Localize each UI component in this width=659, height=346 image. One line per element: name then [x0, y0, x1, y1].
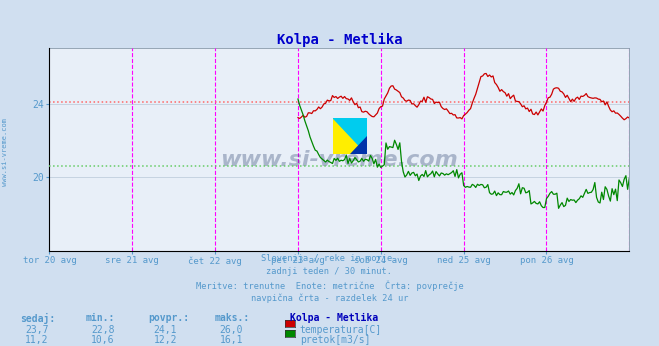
Text: pretok[m3/s]: pretok[m3/s] [300, 335, 370, 345]
Text: zadnji teden / 30 minut.: zadnji teden / 30 minut. [266, 267, 393, 276]
Text: Meritve: trenutne  Enote: metrične  Črta: povprečje: Meritve: trenutne Enote: metrične Črta: … [196, 281, 463, 291]
Polygon shape [350, 136, 367, 154]
Polygon shape [333, 118, 367, 154]
Text: 24,1: 24,1 [154, 325, 177, 335]
Text: 12,2: 12,2 [154, 335, 177, 345]
Text: min.:: min.: [86, 313, 115, 323]
Text: 23,7: 23,7 [25, 325, 49, 335]
Text: www.si-vreme.com: www.si-vreme.com [2, 118, 9, 186]
Text: Slovenija / reke in morje.: Slovenija / reke in morje. [261, 254, 398, 263]
Text: maks.:: maks.: [214, 313, 249, 323]
Text: 22,8: 22,8 [91, 325, 115, 335]
Text: povpr.:: povpr.: [148, 313, 189, 323]
Text: 11,2: 11,2 [25, 335, 49, 345]
Text: temperatura[C]: temperatura[C] [300, 325, 382, 335]
Text: navpična črta - razdelek 24 ur: navpična črta - razdelek 24 ur [251, 294, 408, 303]
Text: 16,1: 16,1 [219, 335, 243, 345]
Text: sedaj:: sedaj: [20, 313, 55, 324]
Title: Kolpa - Metlika: Kolpa - Metlika [277, 33, 402, 47]
Text: www.si-vreme.com: www.si-vreme.com [221, 150, 458, 170]
Text: 26,0: 26,0 [219, 325, 243, 335]
Text: Kolpa - Metlika: Kolpa - Metlika [290, 313, 378, 323]
Text: 10,6: 10,6 [91, 335, 115, 345]
